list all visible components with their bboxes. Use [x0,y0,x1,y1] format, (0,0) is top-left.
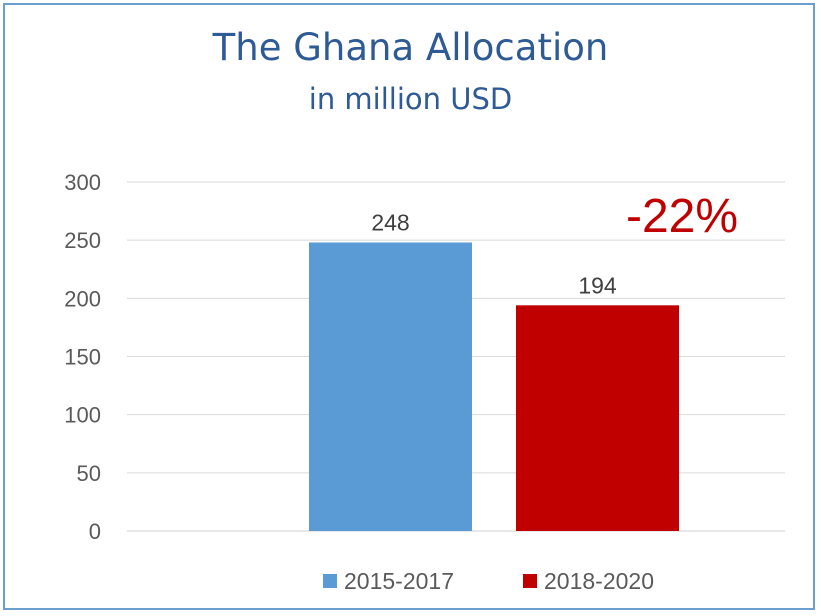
bar-2018-2020 [516,305,679,531]
legend: 2015-2017 2018-2020 [323,568,654,594]
change-annotation: -22% [626,190,738,243]
bar-2015-2017 [309,242,472,531]
legend-swatch-2015-2017 [323,574,337,588]
legend-swatch-2018-2020 [523,574,537,588]
y-tick-300: 300 [64,170,101,195]
y-axis-ticks: 0 50 100 150 200 250 300 [64,170,101,544]
y-tick-0: 0 [89,519,101,544]
y-tick-250: 250 [64,228,101,253]
chart-subtitle: in million USD [308,82,513,116]
y-tick-150: 150 [64,345,101,370]
y-tick-100: 100 [64,403,101,428]
y-tick-200: 200 [64,286,101,311]
y-tick-50: 50 [77,461,101,486]
data-label-2018-2020: 194 [578,272,617,298]
data-labels: 248 194 [371,209,617,298]
legend-label-2018-2020: 2018-2020 [544,568,654,594]
bars [309,242,679,531]
data-label-2015-2017: 248 [371,209,409,235]
chart-title: The Ghana Allocation [212,26,609,69]
legend-label-2015-2017: 2015-2017 [344,568,454,594]
